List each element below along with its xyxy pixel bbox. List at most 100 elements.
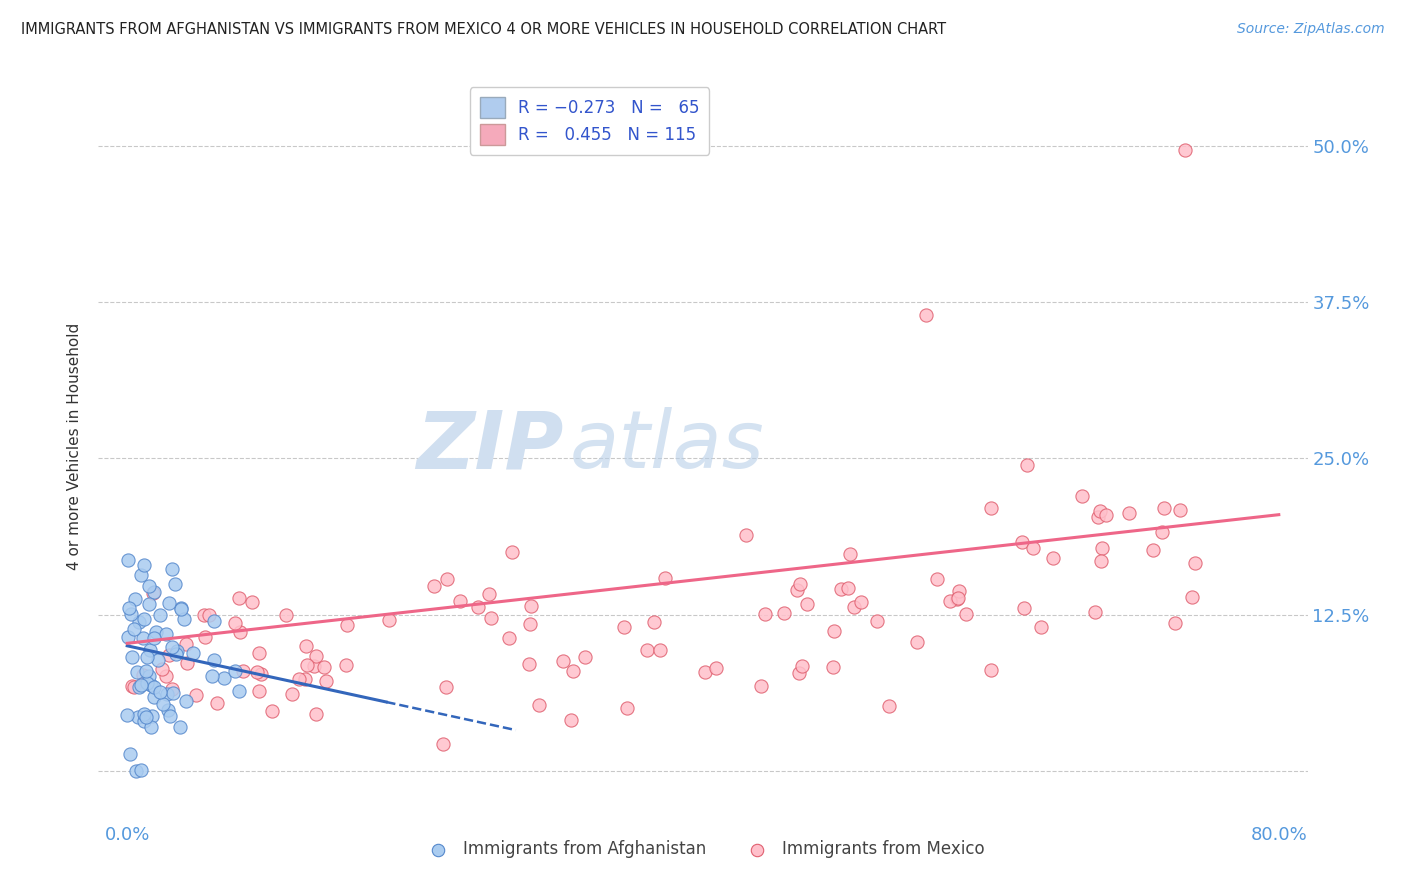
- Point: [166, 644, 188, 658]
- Point: [574, 650, 596, 665]
- Point: [1153, 501, 1175, 516]
- Point: [160, 562, 183, 576]
- Point: [173, 612, 195, 626]
- Point: [501, 544, 523, 558]
- Point: [315, 674, 337, 689]
- Point: [786, 583, 808, 598]
- Point: [837, 581, 859, 595]
- Point: [479, 610, 502, 624]
- Point: [844, 599, 866, 614]
- Point: [613, 620, 636, 634]
- Point: [141, 678, 163, 692]
- Point: [135, 709, 157, 723]
- Point: [704, 660, 727, 674]
- Point: [155, 627, 177, 641]
- Point: [141, 709, 163, 723]
- Point: [117, 630, 139, 644]
- Point: [146, 653, 169, 667]
- Point: [134, 714, 156, 728]
- Text: atlas: atlas: [569, 407, 765, 485]
- Point: [117, 707, 139, 722]
- Point: [1090, 554, 1112, 568]
- Point: [250, 667, 273, 681]
- Point: [915, 308, 938, 322]
- Point: [519, 616, 541, 631]
- Point: [174, 694, 197, 708]
- Point: [129, 568, 152, 582]
- Point: [152, 697, 174, 711]
- Point: [176, 656, 198, 670]
- Point: [124, 592, 146, 607]
- Point: [142, 586, 165, 600]
- Point: [927, 572, 949, 586]
- Point: [304, 648, 326, 663]
- Point: [170, 600, 193, 615]
- Point: [240, 594, 263, 608]
- Point: [169, 720, 191, 734]
- Point: [232, 665, 254, 679]
- Point: [519, 599, 541, 613]
- Point: [866, 615, 889, 629]
- Point: [616, 701, 638, 715]
- Point: [294, 672, 316, 686]
- Point: [1118, 506, 1140, 520]
- Point: [1022, 541, 1045, 555]
- Point: [228, 591, 250, 605]
- Point: [136, 676, 159, 690]
- Point: [312, 660, 335, 674]
- Point: [142, 632, 165, 646]
- Point: [560, 713, 582, 727]
- Point: [905, 635, 928, 649]
- Text: Source: ZipAtlas.com: Source: ZipAtlas.com: [1237, 22, 1385, 37]
- Point: [212, 671, 235, 685]
- Point: [1071, 489, 1094, 503]
- Point: [1181, 591, 1204, 605]
- Point: [165, 647, 187, 661]
- Point: [288, 672, 311, 686]
- Point: [434, 680, 457, 694]
- Point: [169, 602, 191, 616]
- Point: [1164, 615, 1187, 630]
- Point: [790, 658, 813, 673]
- Point: [120, 607, 142, 622]
- Point: [849, 595, 872, 609]
- Point: [125, 665, 148, 679]
- Point: [193, 607, 215, 622]
- Point: [1087, 509, 1109, 524]
- Y-axis label: 4 or more Vehicles in Household: 4 or more Vehicles in Household: [67, 322, 83, 570]
- Point: [132, 706, 155, 721]
- Point: [118, 747, 141, 762]
- Point: [142, 690, 165, 705]
- Point: [118, 601, 141, 615]
- Point: [773, 607, 796, 621]
- Point: [198, 608, 221, 623]
- Point: [201, 669, 224, 683]
- Point: [1084, 606, 1107, 620]
- Point: [135, 664, 157, 678]
- Point: [129, 678, 152, 692]
- Point: [823, 624, 845, 639]
- Point: [228, 684, 250, 698]
- Point: [138, 669, 160, 683]
- Point: [1150, 524, 1173, 539]
- Point: [159, 709, 181, 723]
- Point: [184, 688, 207, 702]
- Point: [636, 643, 658, 657]
- Point: [335, 658, 357, 673]
- Point: [650, 643, 672, 657]
- Point: [938, 593, 960, 607]
- Point: [281, 687, 304, 701]
- Point: [436, 572, 458, 586]
- Point: [162, 686, 184, 700]
- Point: [132, 611, 155, 625]
- Point: [131, 667, 153, 681]
- Point: [955, 607, 977, 621]
- Point: [1168, 503, 1191, 517]
- Point: [498, 632, 520, 646]
- Point: [121, 679, 143, 693]
- Point: [1095, 508, 1118, 522]
- Point: [553, 654, 575, 668]
- Point: [946, 591, 969, 606]
- Point: [821, 659, 844, 673]
- Point: [980, 501, 1002, 516]
